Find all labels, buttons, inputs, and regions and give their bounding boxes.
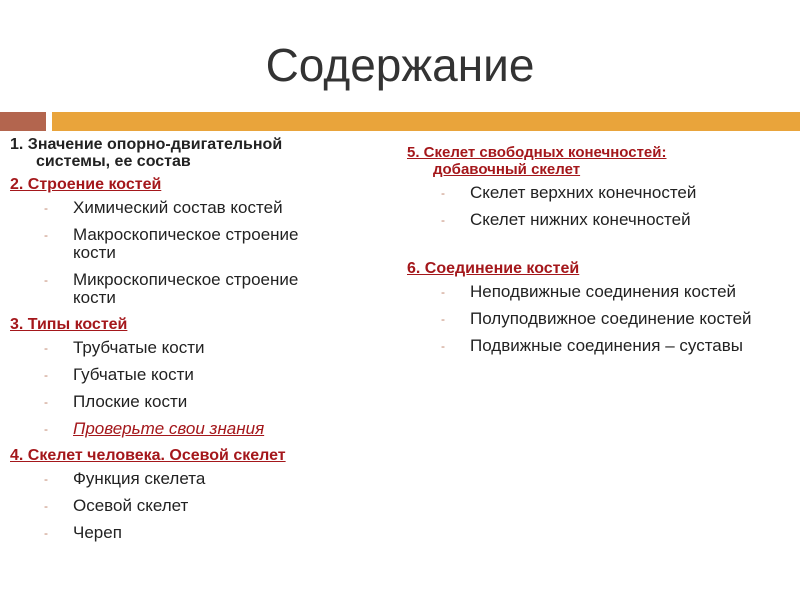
list-item: - Осевой скелет	[44, 496, 189, 515]
section-3-link[interactable]: 3. Типы костей	[10, 316, 128, 333]
list-item: - Скелет нижних конечностей	[441, 210, 691, 229]
left-column: 1. Значение опорно-двигательной системы,…	[10, 132, 400, 551]
list-item: - Плоские кости	[44, 392, 188, 411]
quiz-link[interactable]: Проверьте свои знания	[73, 419, 265, 438]
section-2-link[interactable]: 2. Строение костей	[10, 176, 162, 193]
quiz-link-item[interactable]: - Проверьте свои знания	[44, 419, 265, 438]
decor-bar-brown	[0, 112, 46, 131]
section-6-link[interactable]: 6. Соединение костей	[407, 260, 580, 277]
decor-bar-orange	[52, 112, 800, 131]
list-item: - Функция скелета	[44, 469, 206, 488]
list-item: - Химический состав костей	[44, 198, 283, 217]
section-4-link[interactable]: 4. Скелет человека. Осевой скелет	[10, 447, 286, 464]
list-item: - Полуподвижное соединение костей	[441, 309, 752, 328]
list-item: - Скелет верхних конечностей	[441, 183, 697, 202]
list-item: - Неподвижные соединения костей	[441, 282, 737, 301]
section-1: 1. Значение опорно-двигательной системы,…	[10, 136, 283, 170]
list-item: - Трубчатые кости	[44, 338, 205, 357]
list-item: - Подвижные соединения – суставы	[441, 336, 743, 355]
list-item: - Макроскопическое строение кости	[44, 225, 299, 262]
slide-title: Содержание	[265, 39, 535, 91]
list-item: - Череп	[44, 523, 122, 542]
section-5-link[interactable]: 5. Скелет свободных конечностей: добавоч…	[407, 144, 667, 178]
list-item: - Микроскопическое строение кости	[44, 270, 299, 307]
right-column: 5. Скелет свободных конечностей: добавоч…	[407, 140, 797, 364]
list-item: - Губчатые кости	[44, 365, 194, 384]
